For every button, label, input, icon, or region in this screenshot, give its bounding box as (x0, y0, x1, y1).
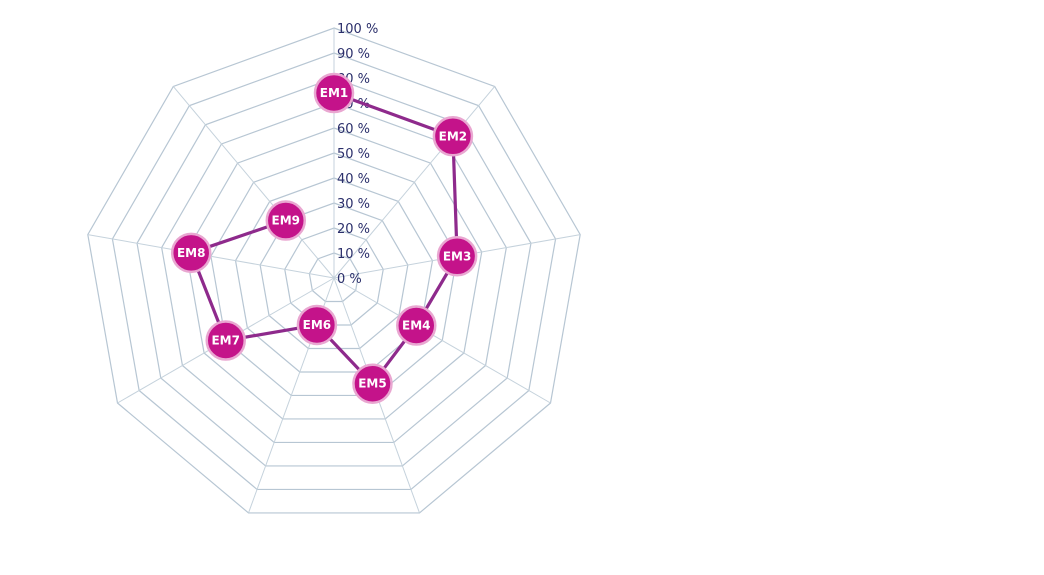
data-point-label: EM8 (177, 246, 206, 260)
tick-label: 40 % (337, 172, 370, 187)
data-point: EM7 (205, 320, 246, 361)
data-point-label: EM6 (303, 318, 332, 332)
data-point-marker (296, 304, 338, 346)
data-point: EM5 (352, 363, 393, 404)
data-point-marker (432, 116, 474, 157)
grid-ring (210, 152, 458, 397)
grid-spoke (172, 86, 335, 279)
data-point: EM9 (265, 200, 307, 241)
grid-ring (136, 77, 532, 467)
grid-ring (87, 27, 581, 514)
grid-ring (259, 202, 409, 350)
data-point-label: EM3 (443, 249, 472, 263)
grid-ring (161, 102, 507, 444)
data-point: EM8 (170, 232, 212, 274)
grid-spoke (333, 277, 551, 404)
data-point-marker (436, 236, 478, 277)
data-point-marker (313, 72, 355, 114)
data-point: EM3 (436, 236, 478, 277)
tick-label: 20 % (337, 222, 370, 237)
data-point: EM4 (396, 305, 437, 346)
data-point: EM2 (432, 116, 474, 157)
tick-label: 0 % (337, 272, 362, 287)
data-point-label: EM1 (320, 86, 349, 100)
data-point-label: EM7 (211, 334, 240, 348)
data-point-label: EM5 (358, 377, 387, 391)
radial-tick-labels: 0 %10 %20 %30 %40 %50 %60 %70 %80 %90 %1… (337, 22, 378, 287)
tick-label: 90 % (337, 47, 370, 62)
data-point-label: EM4 (402, 319, 431, 333)
tick-label: 10 % (337, 247, 370, 262)
data-point-marker (396, 305, 437, 346)
data-point: EM6 (296, 304, 338, 346)
data-point: EM1 (313, 72, 355, 114)
marker-layer: EM1 EM2 EM3 EM4 EM5 EM6 EM7 EM8 EM9 (170, 72, 478, 404)
data-point-marker (352, 363, 393, 404)
data-point-marker (205, 320, 246, 361)
tick-label: 50 % (337, 147, 370, 162)
data-point-label: EM9 (272, 214, 301, 228)
data-point-label: EM2 (439, 129, 468, 143)
grid-ring (308, 252, 360, 303)
grid-spoke (333, 86, 496, 279)
tick-label: 60 % (337, 122, 370, 137)
data-point-marker (265, 200, 307, 241)
data-point-marker (170, 232, 212, 274)
tick-label: 100 % (337, 22, 378, 37)
grid-ring (111, 52, 557, 491)
tick-label: 30 % (337, 197, 370, 212)
